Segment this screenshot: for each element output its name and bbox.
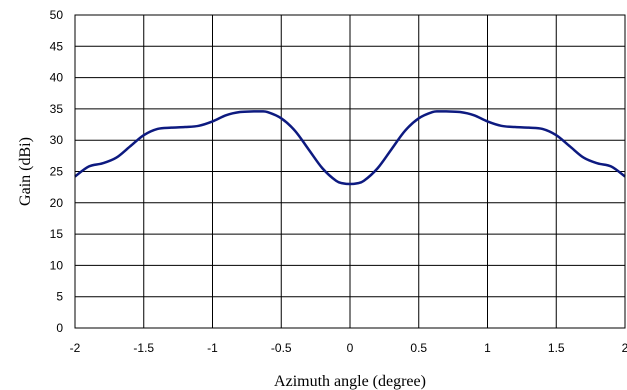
- y-tick-label: 20: [50, 196, 64, 210]
- x-tick-label: -1.5: [133, 341, 154, 355]
- x-tick-label: 1.5: [548, 341, 565, 355]
- data-point: [336, 180, 337, 181]
- data-point: [253, 111, 254, 112]
- data-point: [88, 166, 89, 167]
- data-point: [611, 166, 612, 167]
- series-layer: [74, 110, 626, 186]
- data-point: [212, 121, 213, 122]
- data-point: [322, 168, 323, 169]
- data-point: [460, 112, 461, 113]
- data-point: [501, 125, 502, 126]
- data-point: [405, 130, 406, 131]
- y-tick-label: 30: [50, 133, 64, 147]
- data-point: [487, 121, 488, 122]
- data-point: [391, 149, 392, 150]
- data-point: [473, 115, 474, 116]
- x-tick-label: 2: [622, 341, 627, 355]
- x-axis-label: Azimuth angle (degree): [274, 373, 426, 390]
- y-tick-label: 15: [50, 227, 64, 241]
- x-tick-label: -0.5: [271, 341, 292, 355]
- data-point: [377, 168, 378, 169]
- data-point: [343, 183, 344, 184]
- data-point: [143, 135, 144, 136]
- data-point: [515, 127, 516, 128]
- data-point: [267, 112, 268, 113]
- y-tick-label: 5: [56, 290, 63, 304]
- data-point: [583, 157, 584, 158]
- x-tick-label: 0.5: [410, 341, 427, 355]
- x-tick-label: -1: [207, 341, 218, 355]
- data-point: [446, 111, 447, 112]
- data-point: [130, 146, 131, 147]
- y-tick-label: 45: [50, 39, 64, 53]
- y-tick-label: 50: [50, 8, 64, 22]
- x-tick-label: 0: [347, 341, 354, 355]
- y-tick-label: 0: [56, 321, 63, 335]
- y-axis-label: Gain (dBi): [17, 137, 34, 206]
- data-point: [116, 157, 117, 158]
- data-point: [281, 118, 282, 119]
- data-point: [350, 184, 351, 185]
- x-tick-labels: -2 -1.5 -1 -0.5 0 0.5 1 1.5 2: [70, 341, 627, 355]
- data-point: [432, 112, 433, 113]
- y-tick-label: 10: [50, 258, 64, 272]
- data-point: [570, 146, 571, 147]
- data-point: [597, 163, 598, 164]
- data-point: [556, 135, 557, 136]
- data-point: [542, 128, 543, 129]
- y-tick-label: 35: [50, 102, 64, 116]
- series-line-gain: [74, 110, 626, 186]
- y-tick-labels: 0 5 10 15 20 25 30 35 40 45 50: [50, 8, 64, 335]
- data-point: [198, 125, 199, 126]
- data-point: [363, 180, 364, 181]
- data-point: [157, 128, 158, 129]
- y-tick-label: 40: [50, 71, 64, 85]
- data-point: [308, 149, 309, 150]
- data-point: [295, 130, 296, 131]
- x-tick-label: -2: [70, 341, 81, 355]
- data-point: [102, 163, 103, 164]
- y-tick-label: 25: [50, 165, 64, 179]
- data-point: [171, 127, 172, 128]
- x-tick-label: 1: [484, 341, 491, 355]
- data-point: [439, 111, 440, 112]
- data-point: [356, 183, 357, 184]
- data-point: [185, 127, 186, 128]
- data-point: [226, 115, 227, 116]
- data-point: [528, 127, 529, 128]
- data-point: [418, 118, 419, 119]
- data-point: [240, 112, 241, 113]
- plot-frame: [74, 14, 626, 329]
- data-point: [260, 111, 261, 112]
